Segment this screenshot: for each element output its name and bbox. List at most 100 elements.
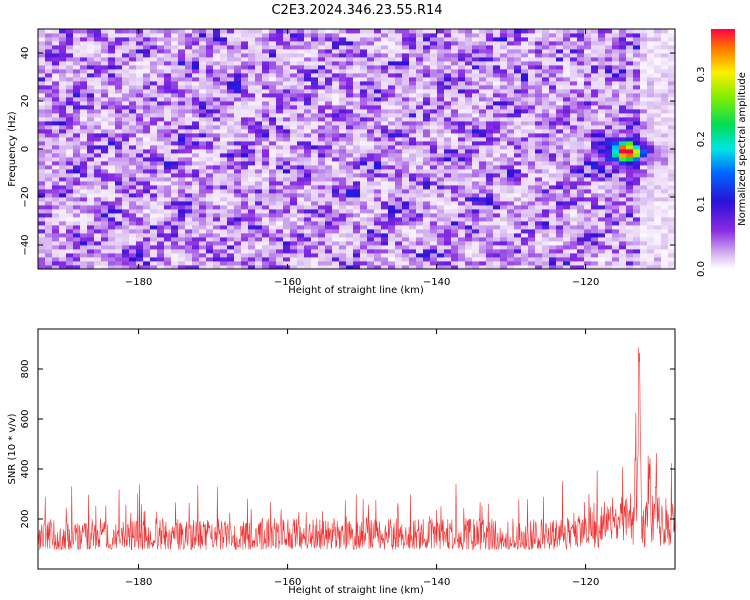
heatmap-cell — [458, 49, 466, 54]
heatmap-cell — [472, 149, 480, 154]
heatmap-cell — [423, 93, 431, 98]
heatmap-cell — [500, 165, 508, 170]
heatmap-cell — [115, 149, 123, 154]
heatmap-cell — [262, 57, 270, 62]
heatmap-cell — [353, 237, 361, 242]
heatmap-cell — [206, 189, 214, 194]
heatmap-cell — [402, 157, 410, 162]
heatmap-cell — [584, 77, 592, 82]
heatmap-cell — [584, 181, 592, 186]
heatmap-cell — [290, 181, 298, 186]
heatmap-cell — [171, 173, 179, 178]
heatmap-cell — [353, 121, 361, 126]
heatmap-cell — [304, 41, 312, 46]
heatmap-cell — [87, 249, 95, 254]
heatmap-cell — [612, 177, 620, 182]
heatmap-cell — [493, 201, 501, 206]
heatmap-cell — [73, 149, 81, 154]
heatmap-cell — [360, 265, 368, 270]
heatmap-cell — [157, 37, 165, 42]
heatmap-cell — [87, 241, 95, 246]
heatmap-cell — [164, 109, 172, 114]
heatmap-cell — [66, 189, 74, 194]
heatmap-cell — [178, 165, 186, 170]
heatmap-cell — [290, 41, 298, 46]
heatmap-cell — [444, 217, 452, 222]
heatmap-cell — [227, 93, 235, 98]
heatmap-cell — [374, 253, 382, 258]
heatmap-cell — [178, 53, 186, 58]
heatmap-cell — [269, 77, 277, 82]
heatmap-cell — [213, 109, 221, 114]
heatmap-cell — [304, 169, 312, 174]
heatmap-cell — [52, 117, 60, 122]
heatmap-cell — [409, 265, 417, 270]
heatmap-cell — [507, 237, 515, 242]
heatmap-cell — [479, 141, 487, 146]
heatmap-cell — [395, 221, 403, 226]
heatmap-cell — [458, 149, 466, 154]
heatmap-cell — [234, 221, 242, 226]
heatmap-cell — [227, 69, 235, 74]
heatmap-cell — [528, 61, 536, 66]
heatmap-cell — [549, 105, 557, 110]
heatmap-cell — [542, 29, 550, 34]
heatmap-cell — [388, 69, 396, 74]
heatmap-cell — [346, 177, 354, 182]
heatmap-cell — [465, 33, 473, 38]
heatmap-cell — [269, 201, 277, 206]
heatmap-cell — [164, 137, 172, 142]
heatmap-cell — [136, 193, 144, 198]
heatmap-cell — [171, 69, 179, 74]
heatmap-cell — [507, 177, 515, 182]
heatmap-cell — [486, 57, 494, 62]
heatmap-cell — [591, 89, 599, 94]
heatmap-cell — [157, 69, 165, 74]
heatmap-cell — [409, 73, 417, 78]
heatmap-cell — [577, 209, 585, 214]
heatmap-cell — [283, 93, 291, 98]
heatmap-cell — [66, 53, 74, 58]
heatmap-cell — [262, 181, 270, 186]
heatmap-cell — [486, 37, 494, 42]
heatmap-cell — [94, 205, 102, 210]
heatmap-cell — [241, 129, 249, 134]
heatmap-cell — [353, 217, 361, 222]
heatmap-cell — [304, 245, 312, 250]
heatmap-cell — [192, 209, 200, 214]
heatmap-cell — [220, 97, 228, 102]
heatmap-cell — [318, 45, 326, 50]
heatmap-cell — [360, 81, 368, 86]
heatmap-cell — [164, 217, 172, 222]
heatmap-cell — [115, 101, 123, 106]
heatmap-cell — [528, 217, 536, 222]
heatmap-cell — [409, 117, 417, 122]
heatmap-cell — [570, 145, 578, 150]
heatmap-cell — [143, 153, 151, 158]
heatmap-cell — [577, 89, 585, 94]
heatmap-cell — [451, 257, 459, 262]
heatmap-cell — [276, 125, 284, 130]
heatmap-cell — [549, 181, 557, 186]
heatmap-cell — [444, 253, 452, 258]
heatmap-cell — [353, 241, 361, 246]
heatmap-cell — [444, 93, 452, 98]
heatmap-cell — [122, 177, 130, 182]
heatmap-cell — [227, 101, 235, 106]
heatmap-cell — [311, 249, 319, 254]
heatmap-cell — [409, 261, 417, 266]
heatmap-cell — [87, 29, 95, 34]
heatmap-cell — [556, 225, 564, 230]
heatmap-cell — [486, 205, 494, 210]
heatmap-cell — [164, 49, 172, 54]
heatmap-cell — [430, 245, 438, 250]
heatmap-cell — [276, 225, 284, 230]
heatmap-cell — [143, 117, 151, 122]
heatmap-cell — [59, 61, 67, 66]
heatmap-cell — [416, 29, 424, 34]
heatmap-cell — [143, 129, 151, 134]
heatmap-cell — [262, 61, 270, 66]
heatmap-cell — [535, 101, 543, 106]
heatmap-cell — [87, 217, 95, 222]
heatmap-cell — [269, 181, 277, 186]
